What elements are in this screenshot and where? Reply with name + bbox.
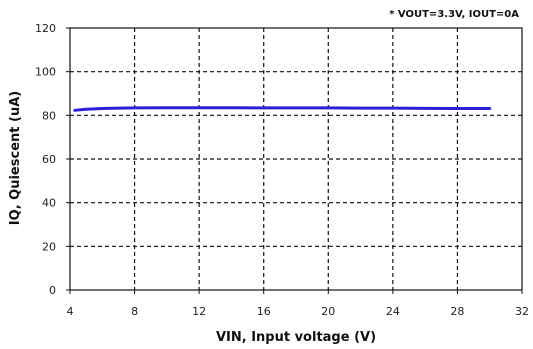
y-tick-label: 100 — [35, 66, 56, 79]
axes — [66, 27, 523, 294]
y-tick-label: 120 — [35, 22, 56, 35]
grid — [70, 28, 522, 290]
x-tick-label: 20 — [321, 305, 335, 318]
tick-labels: 4 8 12 16 20 24 28 32 0 20 40 60 80 100 120 — [35, 22, 529, 318]
y-tick-label: 40 — [42, 197, 56, 210]
y-tick-label: 80 — [42, 109, 56, 122]
x-tick-label: 24 — [386, 305, 400, 318]
y-tick-label: 20 — [42, 240, 56, 253]
plot-frame — [69, 27, 523, 291]
x-tick-label: 12 — [192, 305, 206, 318]
y-axis-title: IQ, Quiescent (uA) — [8, 91, 23, 225]
x-tick-label: 32 — [515, 305, 529, 318]
y-tick-label: 0 — [49, 284, 56, 297]
chart-annotation: * VOUT=3.3V, IOUT=0A — [389, 9, 519, 20]
x-axis-title: VIN, Input voltage (V) — [216, 330, 376, 345]
series-layer — [73, 106, 492, 112]
y-tick-label: 60 — [42, 153, 56, 166]
x-tick-label: 8 — [131, 305, 138, 318]
x-tick-label: 16 — [257, 305, 271, 318]
series-line-0 — [73, 106, 492, 112]
x-tick-label: 4 — [67, 305, 74, 318]
x-tick-label: 28 — [450, 305, 464, 318]
